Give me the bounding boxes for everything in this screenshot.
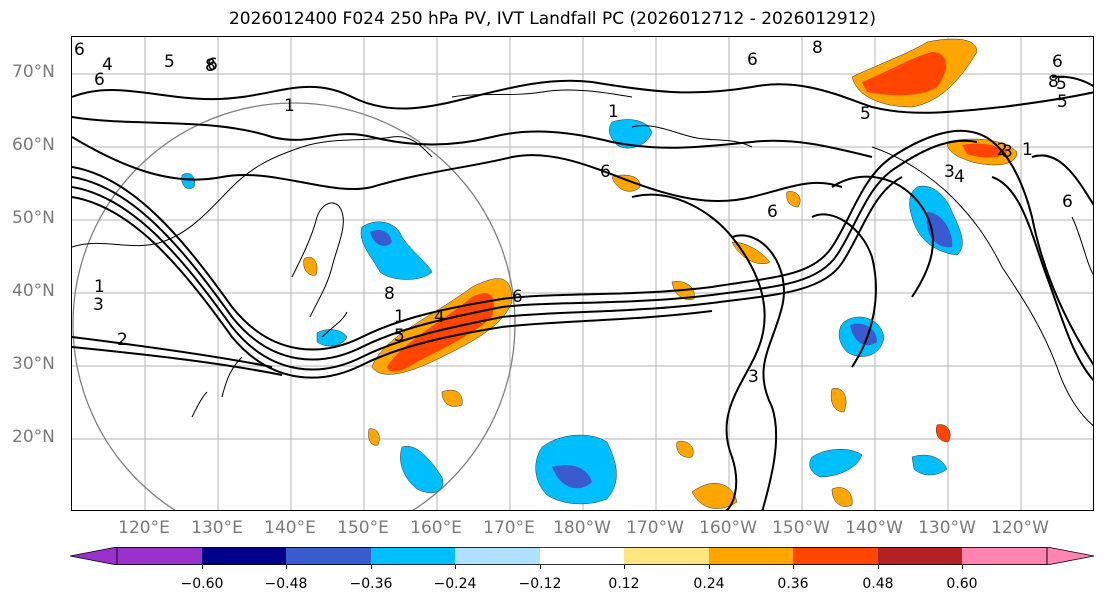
colorbar-tick-mark <box>624 565 625 569</box>
contour-label: 6 <box>207 55 218 75</box>
contour-label: 4 <box>954 167 965 187</box>
colorbar-tick-mark <box>709 565 710 569</box>
colorbar-cell <box>624 547 709 565</box>
colorbar-tick-label: 0.24 <box>693 576 725 592</box>
lat-label-40: 40°N <box>12 281 55 301</box>
contour-label: 3 <box>748 367 759 387</box>
lon-label-120w: 120°W <box>991 518 1049 538</box>
lon-label-150e: 150°E <box>337 518 389 538</box>
map-panel: 6 4 5 1 6 8 3 6 8 5 6 6 6 6 1 2 8 5 6 1 … <box>71 36 1094 511</box>
anomaly-shading <box>181 38 1018 509</box>
lon-label-130w: 130°W <box>918 518 976 538</box>
colorbar-cell <box>709 547 793 565</box>
contour-label: 8 <box>1048 72 1059 92</box>
lon-label-140w: 140°W <box>845 518 903 538</box>
lat-label-60: 60°N <box>12 135 55 155</box>
contour-labels: 6 4 5 1 6 8 3 6 8 5 6 6 6 6 1 2 8 5 6 1 … <box>74 38 1073 387</box>
colorbar-extend-low <box>70 547 118 565</box>
lon-label-140e: 140°E <box>264 518 316 538</box>
colorbar-tick-label: −0.12 <box>518 576 562 592</box>
contour-label: 8 <box>384 284 395 304</box>
lon-label-120e: 120°E <box>118 518 170 538</box>
colorbar-tick-label: 0.36 <box>777 576 809 592</box>
colorbar-tick-mark <box>962 565 963 569</box>
contour-label: 1 <box>394 307 405 327</box>
colorbar-tick-mark <box>878 565 879 569</box>
lat-label-30: 30°N <box>12 354 55 374</box>
colorbar-cell <box>286 547 371 565</box>
contour-label: 6 <box>512 287 523 307</box>
lat-label-20: 20°N <box>12 427 55 447</box>
contour-label: 6 <box>1062 192 1073 212</box>
contour-label: 1 <box>608 102 619 122</box>
colorbar-frame <box>116 547 1048 565</box>
contour-label: 5 <box>394 326 405 346</box>
colorbar-cells <box>70 547 1095 565</box>
contour-label: 3 <box>1002 142 1013 162</box>
lon-label-170w: 170°W <box>626 518 684 538</box>
colorbar-tick-label: −0.24 <box>433 576 477 592</box>
contour-label: 5 <box>860 104 871 124</box>
colorbar-tick-label: −0.48 <box>264 576 308 592</box>
lat-label-70: 70°N <box>12 62 55 82</box>
colorbar-cell <box>878 547 962 565</box>
contour-label: 6 <box>74 40 85 60</box>
contour-label: 5 <box>1056 74 1067 94</box>
contour-label: 1 <box>1022 140 1033 160</box>
contour-label: 3 <box>944 162 955 182</box>
colorbar-tick-label: −0.36 <box>349 576 393 592</box>
lon-label-180w: 180°W <box>553 518 611 538</box>
colorbar-cell <box>540 547 624 565</box>
contour-label: 1 <box>284 96 295 116</box>
colorbar-extend-high <box>1046 547 1095 565</box>
map-canvas: 6 4 5 1 6 8 3 6 8 5 6 6 6 6 1 2 8 5 6 1 … <box>72 37 1093 510</box>
contour-label: 1 <box>94 277 105 297</box>
contour-label: 4 <box>434 307 445 327</box>
contour-label: 2 <box>117 330 128 350</box>
colorbar-cell <box>962 547 1047 565</box>
region-circle <box>72 102 516 510</box>
contour-label: 5 <box>1057 92 1068 112</box>
lon-label-160e: 160°E <box>410 518 462 538</box>
contour-label: 6 <box>747 50 758 70</box>
lon-label-170e: 170°E <box>483 518 535 538</box>
colorbar-tick-mark <box>286 565 287 569</box>
contour-label: 6 <box>600 162 611 182</box>
contour-label: 8 <box>812 38 823 58</box>
lon-label-160w: 160°W <box>699 518 757 538</box>
contour-label: 5 <box>164 52 175 72</box>
contour-label: 8 <box>205 56 216 76</box>
colorbar-cell <box>117 547 202 565</box>
map-title: 2026012400 F024 250 hPa PV, IVT Landfall… <box>228 9 876 29</box>
contour-label: 6 <box>767 202 778 222</box>
lat-label-50: 50°N <box>12 208 55 228</box>
colorbar-tick-label: 0.48 <box>862 576 894 592</box>
contour-label: 2 <box>997 140 1008 160</box>
coastlines <box>72 89 1093 426</box>
contour-label: 6 <box>94 70 105 90</box>
colorbar-tick-label: 0.12 <box>608 576 640 592</box>
colorbar-tick-label: −0.60 <box>180 576 224 592</box>
colorbar-cell <box>202 547 286 565</box>
pv-contours <box>72 75 1093 510</box>
lon-label-130e: 130°E <box>191 518 243 538</box>
lon-label-150w: 150°W <box>772 518 830 538</box>
colorbar-cell <box>371 547 455 565</box>
colorbar <box>70 547 1095 565</box>
contour-label: 4 <box>102 55 113 75</box>
colorbar-tick-mark <box>455 565 456 569</box>
colorbar-cell <box>455 547 540 565</box>
colorbar-tick-mark <box>371 565 372 569</box>
colorbar-tick-mark <box>793 565 794 569</box>
colorbar-tick-mark <box>202 565 203 569</box>
contour-label: 3 <box>93 295 104 315</box>
colorbar-tick-mark <box>540 565 541 569</box>
colorbar-tick-label: 0.60 <box>946 576 978 592</box>
contour-label: 6 <box>1052 52 1063 72</box>
colorbar-cell <box>793 547 878 565</box>
